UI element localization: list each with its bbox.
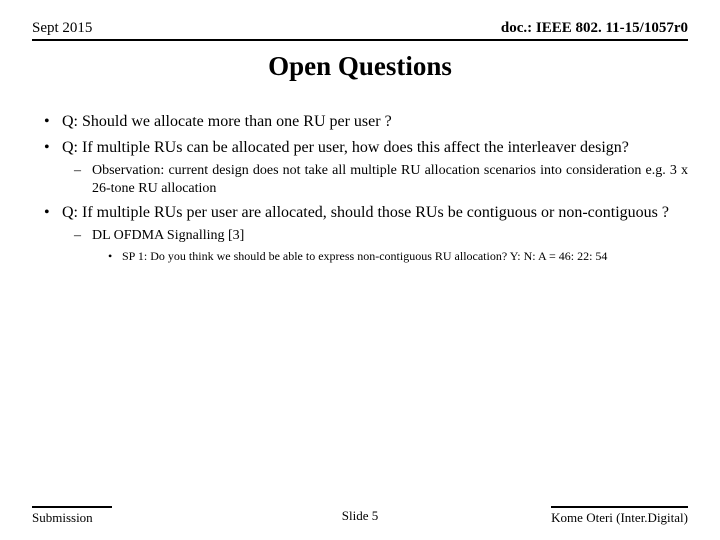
slide-content: Q: Should we allocate more than one RU p… — [32, 112, 688, 264]
footer-left: Submission — [32, 506, 112, 526]
bullet-text: Q: If multiple RUs per user are allocate… — [62, 204, 669, 221]
header-date: Sept 2015 — [32, 20, 92, 37]
bullet-item: Q: If multiple RUs per user are allocate… — [62, 203, 688, 264]
footer-slide-number: Slide 5 — [342, 508, 378, 524]
footer: Submission Slide 5 Kome Oteri (Inter.Dig… — [32, 506, 688, 526]
bullet-item: Q: Should we allocate more than one RU p… — [62, 112, 688, 132]
sub-bullet-text: DL OFDMA Signalling [3] — [92, 228, 244, 243]
slide-page: Sept 2015 doc.: IEEE 802. 11-15/1057r0 O… — [0, 0, 720, 540]
slide-title: Open Questions — [32, 51, 688, 82]
header-doc-id: doc.: IEEE 802. 11-15/1057r0 — [501, 20, 688, 37]
bullet-item: Q: If multiple RUs can be allocated per … — [62, 138, 688, 197]
bullet-text: Q: If multiple RUs can be allocated per … — [62, 139, 629, 156]
sub-bullet-item: Observation: current design does not tak… — [92, 162, 688, 197]
sub2-bullet-item: SP 1: Do you think we should be able to … — [122, 249, 688, 264]
header: Sept 2015 doc.: IEEE 802. 11-15/1057r0 — [32, 20, 688, 41]
footer-author: Kome Oteri (Inter.Digital) — [551, 506, 688, 526]
sub-bullet-item: DL OFDMA Signalling [3] SP 1: Do you thi… — [92, 227, 688, 264]
